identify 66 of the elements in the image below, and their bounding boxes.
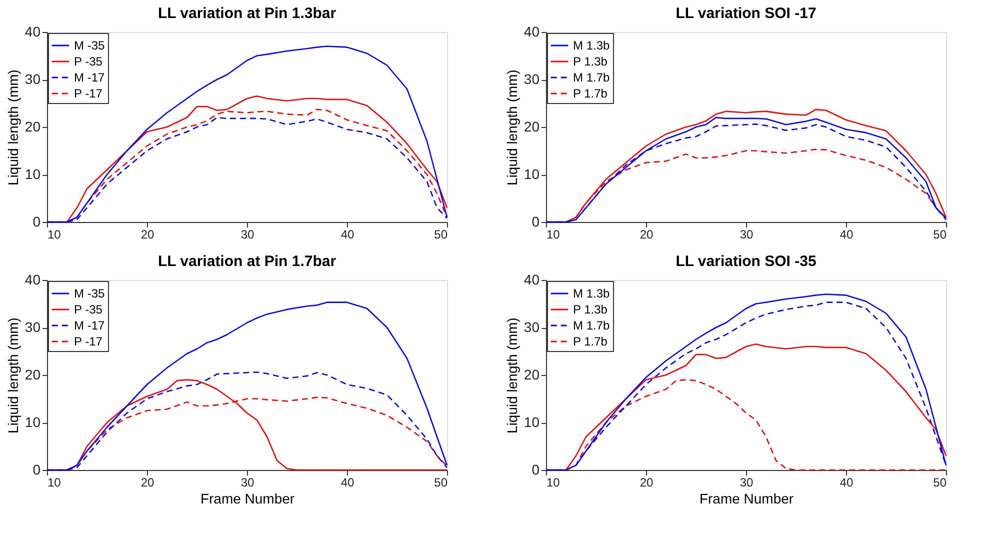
y-tick-label: 20 [524,118,540,134]
chart-title: LL variation SOI -17 [676,5,816,22]
y-tick-label: 0 [32,214,41,230]
x-tick-label: 30 [240,228,254,242]
y-tick-label: 10 [24,414,41,430]
legend-label: P -35 [74,54,103,68]
y-tick-label: 20 [524,366,540,382]
x-tick-label: 20 [140,228,154,242]
y-tick-label: 30 [524,319,540,335]
x-tick-label: 50 [434,476,448,490]
x-tick-label: 20 [640,476,654,490]
chart-title: LL variation SOI -35 [676,253,816,270]
y-tick-label: 10 [24,166,41,182]
y-tick-label: 30 [524,71,540,87]
y-tick-label: 30 [24,71,41,87]
x-tick-label: 10 [546,476,560,490]
x-tick-label: 40 [840,476,854,490]
x-tick-label: 10 [48,228,62,242]
legend-label: M 1.3b [573,286,610,300]
legend-label: M -35 [74,286,105,300]
x-tick-label: 40 [340,228,354,242]
y-tick-label: 40 [524,272,540,288]
x-tick-label: 30 [740,476,754,490]
x-tick-label: 30 [740,228,754,242]
y-tick-label: 20 [24,118,41,134]
y-tick-label: 10 [524,166,540,182]
x-tick-label: 50 [933,228,947,242]
y-tick-label: 0 [532,214,540,230]
y-axis-title: Liquid length (mm) [504,70,520,186]
legend-label: P 1.7b [573,334,608,348]
y-tick-label: 0 [532,462,540,478]
legend-label: P -17 [74,86,103,100]
legend-label: M -35 [74,38,105,52]
x-tick-label: 50 [434,228,448,242]
x-tick-label: 20 [140,476,154,490]
y-axis-title: Liquid length (mm) [4,70,21,186]
y-axis-title: Liquid length (mm) [4,318,21,434]
legend-label: M 1.3b [573,38,610,52]
chart-title: LL variation at Pin 1.7bar [158,253,336,270]
x-tick-label: 40 [340,476,354,490]
x-tick-label: 30 [240,476,254,490]
x-tick-label: 10 [546,228,560,242]
x-axis-title: Frame Number [200,490,295,506]
legend-label: M 1.7b [573,318,610,332]
legend-label: M 1.7b [573,70,610,84]
legend-label: P -35 [74,302,103,316]
legend-label: P 1.7b [573,86,608,100]
legend-label: P 1.3b [573,302,608,316]
y-tick-label: 40 [24,272,41,288]
x-tick-label: 20 [640,228,654,242]
y-tick-label: 10 [524,414,540,430]
y-tick-label: 20 [24,366,41,382]
legend-label: M -17 [74,318,105,332]
x-tick-label: 50 [933,476,947,490]
y-tick-label: 0 [32,462,41,478]
legend-label: P 1.3b [573,54,608,68]
y-tick-label: 30 [24,319,41,335]
legend-label: M -17 [74,70,105,84]
chart-title: LL variation at Pin 1.3bar [158,5,336,22]
y-tick-label: 40 [24,24,41,40]
y-axis-title: Liquid length (mm) [504,318,520,434]
x-tick-label: 40 [840,228,854,242]
legend-label: P -17 [74,334,103,348]
y-tick-label: 40 [524,24,540,40]
x-axis-title: Frame Number [699,490,794,506]
x-tick-label: 10 [48,476,62,490]
